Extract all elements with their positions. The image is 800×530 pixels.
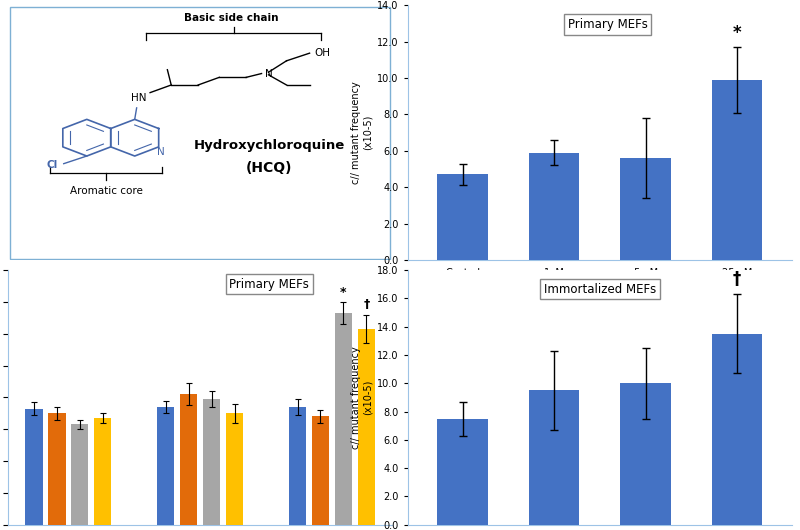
- Bar: [26, 409, 42, 525]
- Text: Immortalized MEFs: Immortalized MEFs: [544, 283, 656, 296]
- Bar: [312, 417, 329, 525]
- Text: †: †: [363, 298, 370, 312]
- Bar: [94, 418, 111, 525]
- Bar: [334, 313, 352, 525]
- Bar: [71, 425, 89, 525]
- Bar: [158, 407, 174, 525]
- Text: Cl: Cl: [46, 160, 58, 170]
- Text: *: *: [340, 286, 346, 299]
- Text: N: N: [157, 147, 165, 157]
- Y-axis label: c// mutant frequency
(x10-5): c// mutant frequency (x10-5): [351, 346, 373, 449]
- Bar: [712, 80, 762, 260]
- Text: Primary MEFs: Primary MEFs: [567, 18, 647, 31]
- Text: OH: OH: [314, 48, 330, 58]
- Y-axis label: c// mutant frequency
(x10-5): c// mutant frequency (x10-5): [351, 81, 373, 184]
- Text: †: †: [733, 270, 742, 288]
- Bar: [529, 153, 579, 260]
- Bar: [621, 158, 670, 260]
- Bar: [203, 399, 220, 525]
- Bar: [438, 419, 488, 525]
- Bar: [621, 383, 670, 525]
- Bar: [180, 394, 198, 525]
- Text: *: *: [733, 24, 742, 42]
- Text: Hydroxychloroquine: Hydroxychloroquine: [194, 139, 345, 152]
- Bar: [226, 413, 243, 525]
- Bar: [438, 174, 488, 260]
- Text: (HCQ): (HCQ): [246, 161, 293, 175]
- Text: N: N: [265, 68, 272, 78]
- Text: Aromatic core: Aromatic core: [70, 186, 142, 196]
- Text: Primary MEFs: Primary MEFs: [230, 278, 310, 291]
- Bar: [48, 413, 66, 525]
- FancyBboxPatch shape: [10, 6, 390, 259]
- Text: Basic side chain: Basic side chain: [184, 13, 278, 23]
- Bar: [529, 390, 579, 525]
- Bar: [712, 334, 762, 525]
- Bar: [289, 407, 306, 525]
- Bar: [358, 329, 375, 525]
- Text: HN: HN: [131, 93, 146, 103]
